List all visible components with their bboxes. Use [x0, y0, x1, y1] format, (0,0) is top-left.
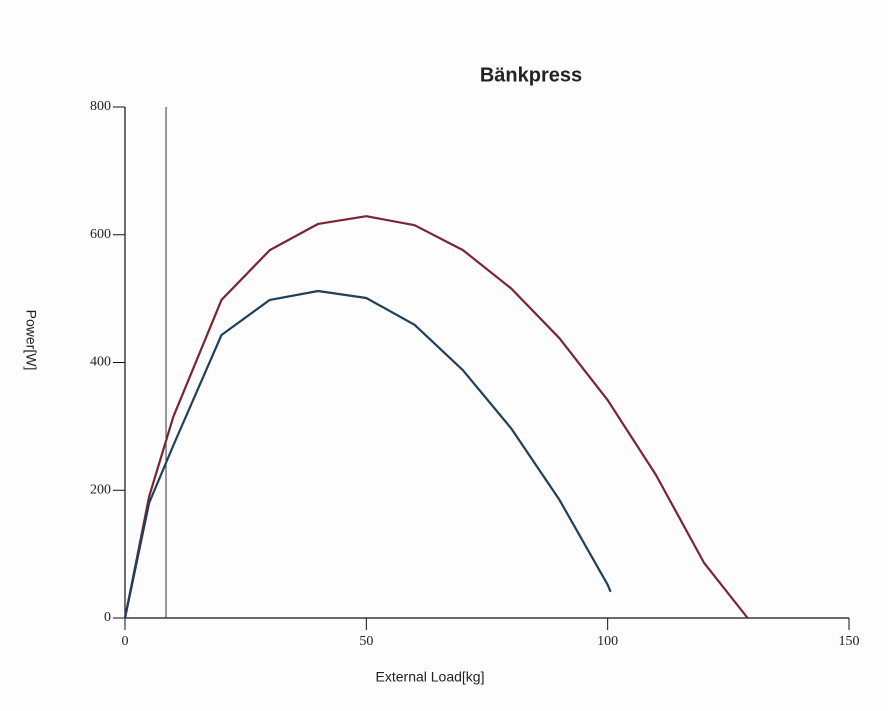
line-series [123, 289, 612, 619]
x-tick-label: 100 [597, 634, 618, 649]
y-tick-label: 800 [90, 99, 111, 114]
x-tick-label: 50 [359, 634, 373, 649]
y-tick-label: 400 [90, 355, 111, 370]
chart-title: Bänkpress [480, 64, 582, 86]
y-tick-label: 600 [90, 227, 111, 242]
x-tick-label: 0 [122, 634, 129, 649]
x-tick-label: 150 [839, 634, 860, 649]
y-tick-label: 0 [104, 610, 111, 625]
x-axis-label: External Load[kg] [376, 669, 485, 685]
line-series [123, 215, 749, 619]
y-axis-label: Power[W] [23, 310, 39, 371]
y-tick-label: 200 [90, 482, 111, 497]
